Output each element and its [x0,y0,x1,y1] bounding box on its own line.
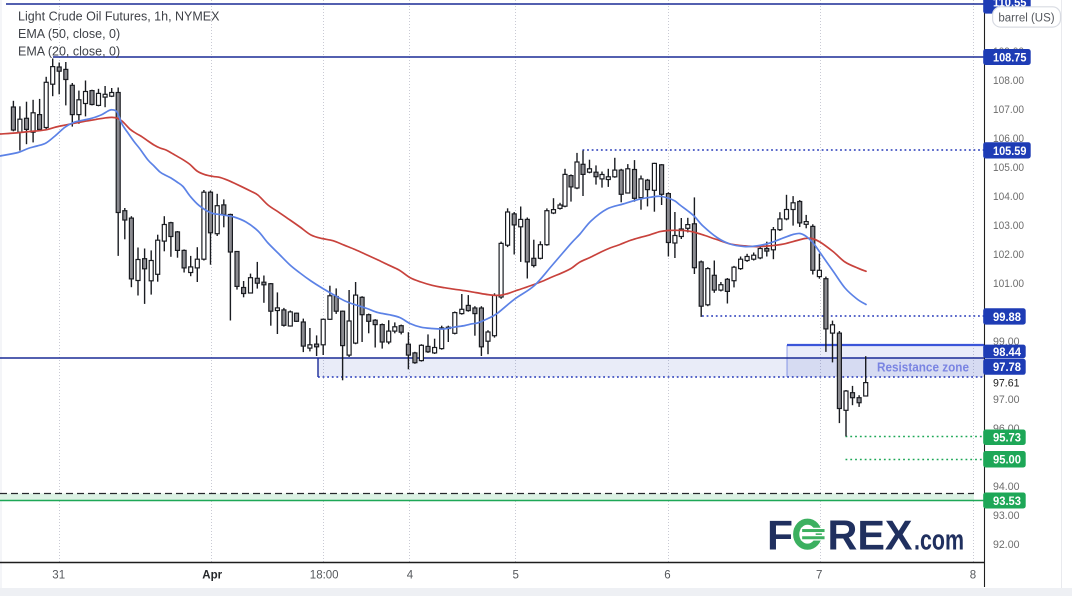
svg-text:97.78: 97.78 [993,360,1021,374]
svg-text:101.00: 101.00 [993,278,1024,290]
svg-text:7: 7 [816,570,822,582]
svg-text:108.75: 108.75 [993,50,1027,64]
svg-text:EMA (50, close, 0): EMA (50, close, 0) [18,27,120,41]
svg-text:107.00: 107.00 [993,104,1024,116]
svg-text:93.00: 93.00 [993,510,1020,522]
svg-text:Light Crude Oil Futures, 1h, N: Light Crude Oil Futures, 1h, NYMEX [18,10,220,24]
svg-text:EMA (20, close, 0): EMA (20, close, 0) [18,45,120,59]
svg-text:105.00: 105.00 [993,162,1024,174]
svg-text:92.00: 92.00 [993,539,1020,551]
svg-text:97.61: 97.61 [993,378,1020,390]
svg-text:102.00: 102.00 [993,249,1024,261]
svg-text:F: F [767,512,793,559]
svg-text:95.73: 95.73 [993,431,1021,445]
svg-text:103.00: 103.00 [993,220,1024,232]
svg-text:97.00: 97.00 [993,394,1020,406]
svg-text:99.88: 99.88 [993,310,1021,324]
svg-text:5: 5 [512,570,518,582]
svg-text:31: 31 [52,570,65,582]
svg-text:108.00: 108.00 [993,75,1024,87]
svg-text:104.00: 104.00 [993,191,1024,203]
svg-text:18:00: 18:00 [310,570,339,582]
svg-text:93.53: 93.53 [993,494,1021,508]
svg-text:.com: .com [914,525,964,557]
svg-text:Resistance zone: Resistance zone [877,360,969,375]
svg-text:Apr: Apr [202,570,222,582]
svg-text:105.59: 105.59 [993,144,1027,158]
svg-text:110.55: 110.55 [993,0,1027,10]
svg-text:4: 4 [407,570,414,582]
svg-text:95.00: 95.00 [993,453,1021,467]
svg-text:REX: REX [828,512,913,559]
svg-text:barrel (US): barrel (US) [998,13,1054,25]
svg-text:6: 6 [664,570,670,582]
svg-text:98.44: 98.44 [993,345,1021,359]
svg-text:106.00: 106.00 [993,133,1024,145]
svg-text:94.00: 94.00 [993,481,1020,493]
svg-text:8: 8 [970,570,976,582]
